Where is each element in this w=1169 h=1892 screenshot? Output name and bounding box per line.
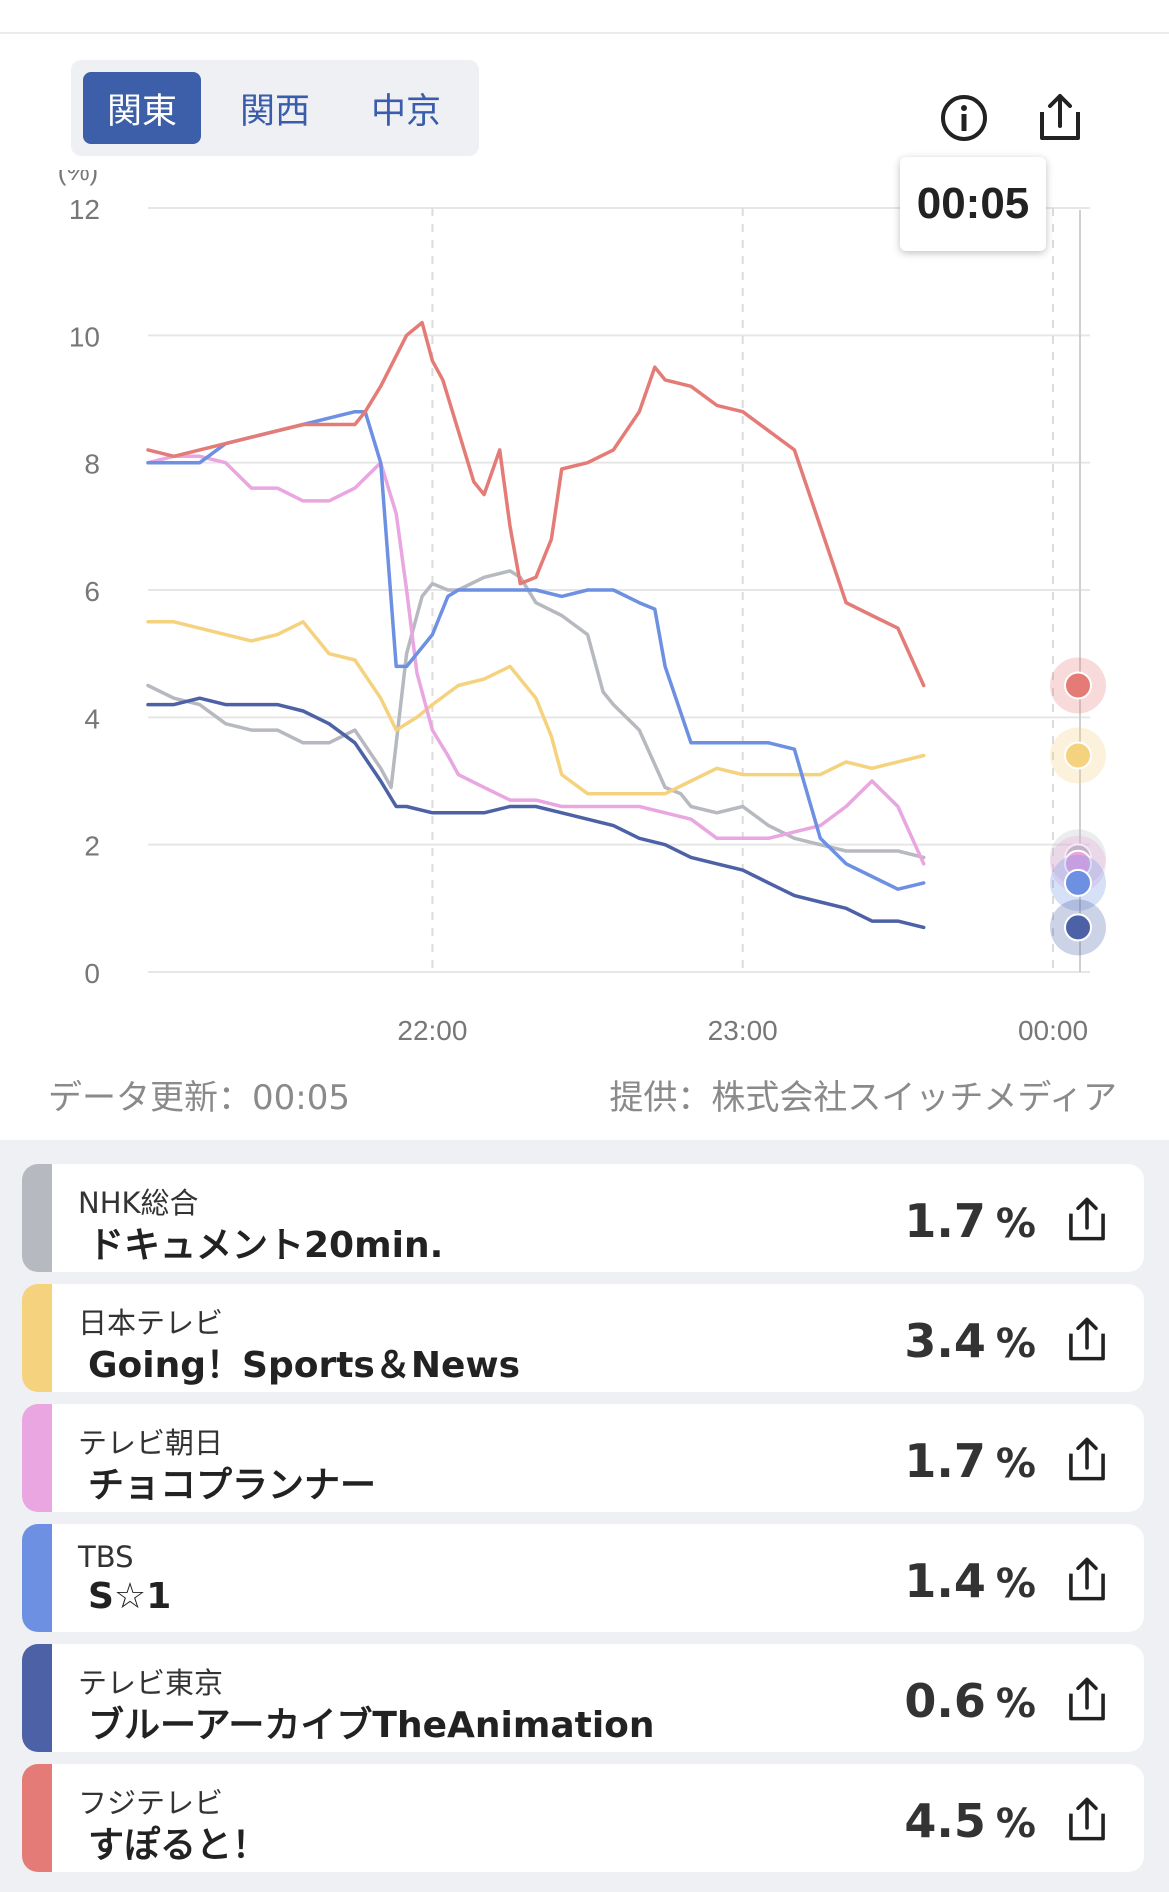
share-upload-icon[interactable] (1062, 1314, 1112, 1364)
y-axis-label: (%) (58, 170, 98, 186)
rating-number: 0.6 (904, 1674, 986, 1728)
series-endpoint (1064, 913, 1092, 942)
x-tick-label: 23:00 (708, 1015, 778, 1046)
channel-color-stripe (22, 1764, 52, 1872)
channel-color-stripe (22, 1644, 52, 1752)
channel-color-stripe (22, 1524, 52, 1632)
y-tick-label: 6 (84, 576, 100, 607)
series-line (146, 696, 926, 930)
rating-unit: % (995, 1681, 1036, 1727)
channel-color-stripe (22, 1164, 52, 1272)
rating-number: 1.7 (904, 1434, 986, 1488)
program-card[interactable]: NHK総合ドキュメント20min. 1.7% (22, 1164, 1144, 1272)
y-tick-label: 4 (84, 703, 100, 734)
program-card[interactable]: TBS S☆1 1.4% (22, 1524, 1144, 1632)
program-title: ブルーアーカイブTheAnimation (88, 1705, 655, 1746)
program-card[interactable]: フジテレビすぽると！ 4.5% (22, 1764, 1144, 1872)
rating-unit: % (995, 1441, 1036, 1487)
share-upload-icon[interactable] (1062, 1554, 1112, 1604)
program-title: ドキュメント20min. (88, 1225, 444, 1266)
series-line (146, 569, 926, 860)
rating-unit: % (995, 1801, 1036, 1847)
series-line (146, 620, 926, 796)
share-upload-icon[interactable] (1032, 90, 1088, 146)
y-tick-label: 0 (84, 958, 100, 989)
rating-value: 1.7% (904, 1194, 1036, 1248)
station-name: NHK総合 (78, 1186, 199, 1220)
rating-number: 4.5 (904, 1794, 986, 1848)
share-upload-icon[interactable] (1062, 1674, 1112, 1724)
station-name: 日本テレビ (78, 1306, 224, 1340)
y-tick-label: 12 (69, 194, 100, 225)
info-circle-icon[interactable] (936, 90, 992, 146)
share-upload-icon[interactable] (1062, 1434, 1112, 1484)
data-provider-label: 提供：株式会社スイッチメディア (609, 1078, 1117, 1118)
series-endpoint (1064, 868, 1092, 897)
program-title: すぽると！ (88, 1825, 269, 1866)
rating-value: 0.6% (904, 1674, 1036, 1728)
program-title: Going！Sports＆News (88, 1345, 521, 1386)
program-card[interactable]: テレビ朝日チョコプランナー 1.7% (22, 1404, 1144, 1512)
share-upload-icon[interactable] (1062, 1194, 1112, 1244)
rating-number: 1.7 (904, 1194, 986, 1248)
program-card[interactable]: テレビ東京ブルーアーカイブTheAnimation 0.6% (22, 1644, 1144, 1752)
share-upload-icon[interactable] (1062, 1794, 1112, 1844)
station-name: テレビ東京 (78, 1666, 224, 1700)
region-tab-bar: 関東 関西 中京 (71, 60, 479, 156)
series-endpoint (1064, 741, 1092, 770)
rating-value: 4.5% (904, 1794, 1036, 1848)
rating-number: 1.4 (904, 1554, 986, 1608)
program-card[interactable]: 日本テレビ Going！Sports＆News 3.4% (22, 1284, 1144, 1392)
time-tooltip: 00:05 (900, 157, 1046, 251)
rating-unit: % (995, 1321, 1036, 1367)
y-tick-label: 8 (84, 449, 100, 480)
program-title: チョコプランナー (88, 1465, 377, 1506)
rating-unit: % (995, 1561, 1036, 1607)
tab-kansai[interactable]: 関西 (239, 91, 310, 132)
tab-chukyo[interactable]: 中京 (370, 91, 441, 132)
data-updated-label: データ更新：00:05 (48, 1078, 350, 1118)
ratings-chart: 0 2 4 6 8 10 12 (%) 22:00 23:00 00:00 (58, 170, 1106, 1046)
y-tick-label: 2 (84, 831, 100, 862)
top-divider (0, 32, 1169, 34)
channel-color-stripe (22, 1404, 52, 1512)
series-line (146, 454, 926, 866)
series-endpoint (1064, 671, 1092, 700)
x-tick-label: 22:00 (397, 1015, 467, 1046)
station-name: テレビ朝日 (78, 1426, 224, 1460)
rating-value: 1.7% (904, 1434, 1036, 1488)
station-name: TBS (78, 1540, 134, 1574)
y-tick-label: 10 (69, 321, 100, 352)
tab-kanto[interactable]: 関東 (83, 72, 201, 144)
rating-unit: % (995, 1201, 1036, 1247)
x-tick-label: 00:00 (1018, 1015, 1088, 1046)
rating-number: 3.4 (904, 1314, 986, 1368)
rating-value: 3.4% (904, 1314, 1036, 1368)
station-name: フジテレビ (78, 1786, 224, 1820)
rating-value: 1.4% (904, 1554, 1036, 1608)
program-title: S☆1 (88, 1576, 172, 1617)
series-line (146, 320, 926, 688)
channel-color-stripe (22, 1284, 52, 1392)
